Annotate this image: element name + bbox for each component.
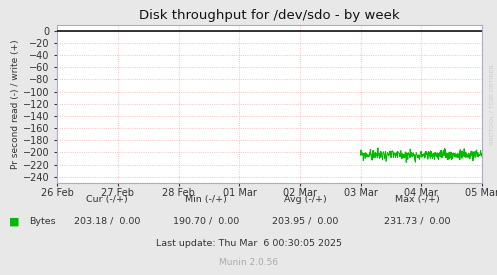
Text: RRDTOOL / TOBI OETIKER: RRDTOOL / TOBI OETIKER bbox=[490, 64, 495, 145]
Y-axis label: Pr second read (-) / write (+): Pr second read (-) / write (+) bbox=[11, 39, 20, 169]
Text: Last update: Thu Mar  6 00:30:05 2025: Last update: Thu Mar 6 00:30:05 2025 bbox=[156, 239, 341, 248]
Text: Bytes: Bytes bbox=[29, 217, 56, 226]
Text: 190.70 /  0.00: 190.70 / 0.00 bbox=[173, 217, 240, 226]
Text: 203.18 /  0.00: 203.18 / 0.00 bbox=[74, 217, 140, 226]
Text: Max (-/+): Max (-/+) bbox=[395, 195, 440, 204]
Text: 203.95 /  0.00: 203.95 / 0.00 bbox=[272, 217, 339, 226]
Title: Disk throughput for /dev/sdo - by week: Disk throughput for /dev/sdo - by week bbox=[139, 9, 400, 22]
Text: Munin 2.0.56: Munin 2.0.56 bbox=[219, 258, 278, 267]
Text: 231.73 /  0.00: 231.73 / 0.00 bbox=[384, 217, 451, 226]
Text: ■: ■ bbox=[9, 216, 19, 226]
Text: Avg (-/+): Avg (-/+) bbox=[284, 195, 327, 204]
Text: Cur (-/+): Cur (-/+) bbox=[86, 195, 128, 204]
Text: Min (-/+): Min (-/+) bbox=[185, 195, 227, 204]
